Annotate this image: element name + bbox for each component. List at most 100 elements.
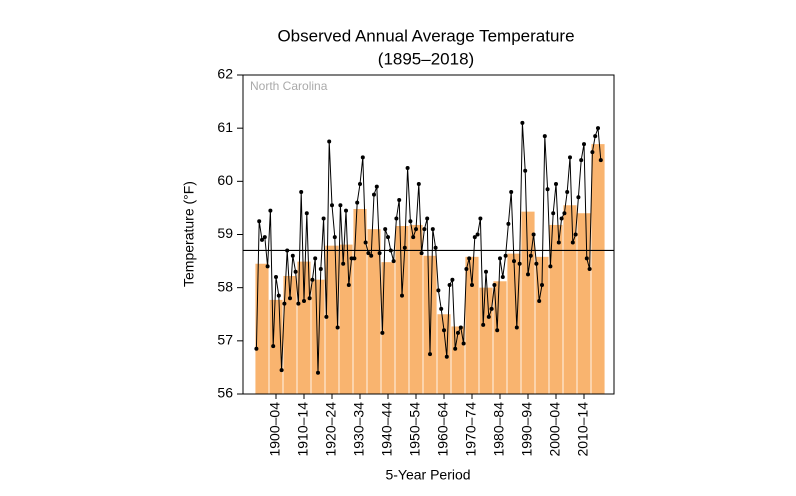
annual-point	[534, 261, 539, 266]
annual-point	[402, 245, 407, 250]
x-tick-label: 2000–04	[547, 402, 563, 457]
annual-point	[559, 216, 564, 221]
annual-point	[537, 298, 542, 303]
annual-point	[271, 344, 276, 349]
chart-subtitle: (1895–2018)	[378, 49, 474, 68]
annual-point	[302, 298, 306, 303]
annual-point	[332, 235, 337, 240]
annual-point	[512, 259, 516, 264]
annual-point	[492, 283, 497, 288]
x-tick-label: 1970–74	[463, 402, 479, 457]
x-tick-label: 1920–24	[323, 402, 339, 457]
chart-title: Observed Annual Average Temperature	[277, 26, 574, 45]
annual-point	[349, 256, 354, 261]
annual-point	[335, 325, 340, 330]
annual-point	[428, 352, 432, 357]
annual-point	[383, 227, 388, 232]
annual-point	[316, 370, 320, 375]
annual-point	[500, 275, 505, 280]
bar	[437, 314, 451, 394]
annual-point	[472, 235, 477, 240]
bar	[255, 263, 269, 394]
bar	[283, 275, 297, 394]
annual-point	[372, 192, 376, 197]
bar	[465, 256, 479, 394]
annual-point	[380, 330, 385, 335]
annual-point	[520, 120, 525, 125]
bar	[507, 253, 521, 394]
bar	[479, 287, 493, 394]
annual-point	[528, 253, 533, 258]
bar	[409, 224, 423, 394]
x-tick-label: 1900–04	[267, 402, 283, 457]
annual-point	[456, 330, 460, 335]
x-tick-label: 1930–34	[351, 402, 367, 457]
annual-point	[408, 219, 413, 224]
x-tick-label: 1980–84	[491, 402, 507, 457]
annual-point	[444, 354, 449, 359]
annual-point	[416, 181, 421, 186]
annual-point	[598, 158, 603, 163]
annual-point	[369, 253, 374, 258]
bar	[591, 144, 605, 394]
annual-point	[584, 256, 589, 261]
x-tick-label: 1940–44	[379, 402, 395, 457]
annual-point	[310, 277, 315, 282]
y-tick-label: 58	[217, 278, 233, 294]
annual-point	[475, 232, 480, 237]
annual-point	[503, 253, 508, 258]
annual-point	[296, 301, 301, 306]
annual-point	[285, 248, 290, 253]
annual-point	[542, 134, 547, 139]
annual-point	[257, 219, 262, 224]
annual-point	[422, 227, 427, 232]
annual-point	[573, 232, 578, 237]
annual-point	[363, 240, 368, 245]
bar	[493, 281, 507, 394]
annual-point	[397, 197, 402, 202]
annual-point	[411, 235, 416, 240]
annual-point	[352, 256, 357, 261]
annual-point	[442, 328, 446, 333]
annual-point	[461, 341, 466, 346]
annual-point	[388, 248, 393, 253]
annual-point	[318, 267, 323, 272]
annual-point	[290, 253, 295, 258]
bar	[395, 225, 409, 394]
annual-point	[274, 275, 278, 280]
bar	[297, 261, 311, 394]
annual-point	[556, 240, 561, 245]
annual-point	[458, 325, 463, 330]
annual-point	[324, 314, 329, 319]
annual-point	[576, 195, 581, 200]
annual-point	[439, 306, 444, 311]
annual-point	[307, 296, 312, 301]
annual-point	[554, 181, 558, 186]
annual-point	[265, 264, 270, 269]
bar	[423, 255, 437, 394]
annual-point	[268, 208, 273, 213]
bar	[381, 262, 395, 394]
annual-point	[254, 346, 259, 351]
y-tick-label: 59	[217, 225, 233, 241]
x-tick-label: 1990–94	[519, 402, 535, 457]
annual-point	[470, 283, 474, 288]
annual-point	[551, 211, 556, 216]
annual-point	[506, 221, 511, 226]
annual-point	[282, 301, 287, 306]
annual-point	[523, 168, 528, 173]
y-tick-label: 56	[217, 385, 233, 401]
annual-point	[425, 216, 430, 221]
annual-point	[495, 328, 500, 333]
annual-point	[526, 272, 530, 277]
annual-point	[531, 232, 536, 237]
annual-point	[562, 211, 567, 216]
annual-point	[478, 216, 483, 221]
annual-point	[570, 240, 575, 245]
annual-point	[321, 216, 326, 221]
annual-point	[304, 211, 309, 216]
annual-point	[405, 166, 410, 171]
annual-point	[394, 216, 399, 221]
annual-point	[481, 322, 486, 327]
annual-point	[299, 189, 304, 194]
